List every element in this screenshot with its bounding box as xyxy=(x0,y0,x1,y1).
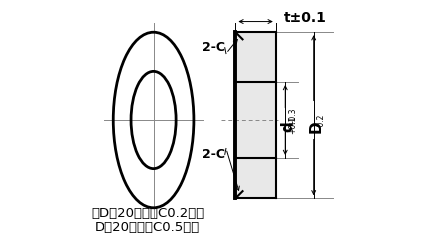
Text: ＊D＝20未満：C0.2以下: ＊D＝20未満：C0.2以下 xyxy=(91,207,204,220)
Text: 2-C: 2-C xyxy=(202,148,225,161)
Text: d: d xyxy=(281,122,296,132)
FancyBboxPatch shape xyxy=(235,32,276,198)
Text: −0.2: −0.2 xyxy=(316,113,325,132)
Text: +0.3: +0.3 xyxy=(288,107,297,126)
Text: 2-C: 2-C xyxy=(202,41,225,54)
Text: D: D xyxy=(309,121,324,133)
Text: D＝20以上：C0.5以下: D＝20以上：C0.5以下 xyxy=(95,222,200,234)
Text: t±0.1: t±0.1 xyxy=(284,11,327,25)
Text: +0.1: +0.1 xyxy=(288,115,297,134)
